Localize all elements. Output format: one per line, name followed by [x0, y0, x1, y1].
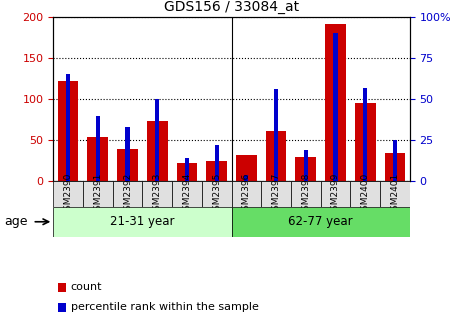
- Text: count: count: [71, 282, 102, 292]
- Bar: [143, 181, 172, 207]
- Bar: [304, 150, 308, 181]
- Bar: [291, 181, 320, 207]
- Text: GSM2398: GSM2398: [301, 172, 310, 216]
- Bar: [232, 181, 261, 207]
- Bar: [58, 81, 79, 181]
- Text: GSM2401: GSM2401: [390, 172, 400, 216]
- Bar: [202, 181, 232, 207]
- Text: GSM2393: GSM2393: [153, 172, 162, 216]
- Text: 62-77 year: 62-77 year: [288, 215, 353, 228]
- Text: GSM2395: GSM2395: [212, 172, 221, 216]
- Text: GSM2399: GSM2399: [331, 172, 340, 216]
- Bar: [320, 181, 350, 207]
- Text: age: age: [5, 215, 28, 228]
- Bar: [113, 181, 143, 207]
- Bar: [147, 121, 168, 181]
- Bar: [214, 145, 219, 181]
- Bar: [53, 181, 83, 207]
- Bar: [172, 181, 202, 207]
- Text: GSM2397: GSM2397: [272, 172, 281, 216]
- Bar: [185, 158, 189, 181]
- Bar: [96, 116, 100, 181]
- Text: GSM2396: GSM2396: [242, 172, 251, 216]
- Bar: [125, 127, 130, 181]
- Bar: [393, 140, 397, 181]
- Bar: [155, 99, 159, 181]
- Text: GSM2391: GSM2391: [94, 172, 102, 216]
- Bar: [350, 181, 380, 207]
- Text: GSM2400: GSM2400: [361, 172, 369, 216]
- Bar: [380, 181, 410, 207]
- Text: 21-31 year: 21-31 year: [110, 215, 175, 228]
- Bar: [244, 175, 249, 181]
- Bar: [66, 75, 70, 181]
- Bar: [117, 149, 138, 181]
- Bar: [333, 33, 338, 181]
- Text: GSM2390: GSM2390: [63, 172, 73, 216]
- Bar: [363, 88, 367, 181]
- Bar: [274, 89, 278, 181]
- Text: percentile rank within the sample: percentile rank within the sample: [71, 302, 259, 312]
- Bar: [53, 207, 232, 237]
- Bar: [384, 153, 405, 181]
- Text: GSM2394: GSM2394: [182, 172, 191, 216]
- Bar: [206, 161, 227, 181]
- Bar: [232, 207, 410, 237]
- Bar: [266, 131, 287, 181]
- Bar: [261, 181, 291, 207]
- Bar: [88, 137, 108, 181]
- Title: GDS156 / 33084_at: GDS156 / 33084_at: [164, 0, 299, 14]
- Bar: [295, 157, 316, 181]
- Bar: [83, 181, 113, 207]
- Bar: [355, 103, 375, 181]
- Bar: [176, 163, 197, 181]
- Bar: [236, 155, 257, 181]
- Text: GSM2392: GSM2392: [123, 172, 132, 216]
- Bar: [325, 24, 346, 181]
